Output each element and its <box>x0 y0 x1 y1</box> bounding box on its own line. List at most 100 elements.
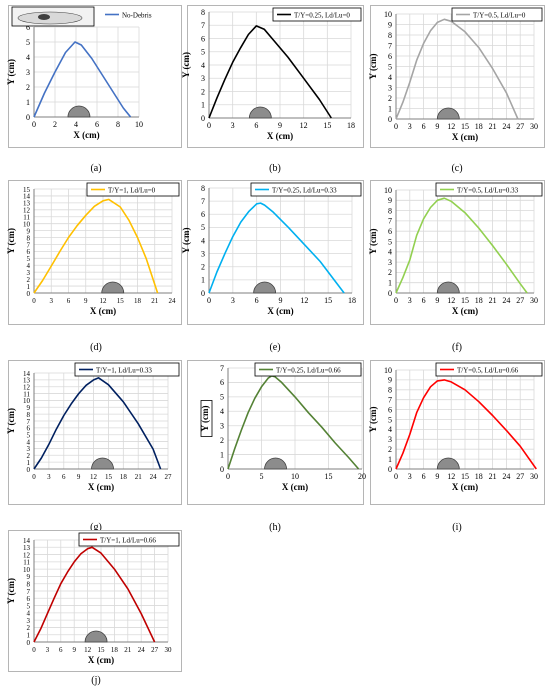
legend-box <box>435 182 543 197</box>
y-tick-label: 5 <box>201 48 205 57</box>
x-tick-label: 24 <box>138 646 146 654</box>
pier-semicircle <box>84 630 108 643</box>
y-tick-label: 0 <box>388 289 392 298</box>
y-tick-label: 7 <box>388 217 392 226</box>
y-tick-label: 2 <box>27 624 31 632</box>
x-tick-label: 12 <box>447 472 455 481</box>
x-tick-label: 5 <box>260 472 264 481</box>
x-axis-label: X (cm) <box>88 482 114 492</box>
x-axis-label: X (cm) <box>88 655 114 665</box>
y-tick-label: 10 <box>23 566 31 574</box>
x-axis-label: X (cm) <box>73 130 99 140</box>
x-tick-label: 18 <box>475 472 483 481</box>
panel-border <box>8 360 182 505</box>
y-tick-label: 1 <box>27 459 31 467</box>
legend-box <box>74 362 180 377</box>
legend-label: T/Y=0.5, Ld/Lu=0.66 <box>457 367 519 375</box>
x-tick-label: 24 <box>502 296 510 305</box>
y-tick-label: 6 <box>201 210 205 219</box>
y-tick-label: 1 <box>388 455 392 464</box>
inset-scour-hole <box>17 11 83 25</box>
y-tick-label: 7 <box>27 418 31 426</box>
pier-semicircle <box>91 457 114 470</box>
y-tick-label: 7 <box>388 41 392 50</box>
legend-label: T/Y=0.25, Ld/Lu=0 <box>294 12 350 20</box>
x-tick-label: 24 <box>150 473 158 481</box>
series-line <box>208 25 332 119</box>
legend-label: T/Y=0.25, Ld/Lu=0.33 <box>272 187 337 195</box>
legend-label: T/Y=0.5, Ld/Lu=0 <box>473 12 526 20</box>
y-tick-label: 5 <box>220 393 224 402</box>
y-tick-label: 8 <box>201 8 205 17</box>
pier-semicircle <box>436 281 460 294</box>
y-tick-label: 3 <box>388 435 392 444</box>
legend-box <box>272 7 362 22</box>
x-tick-label: 10 <box>135 120 143 129</box>
y-tick-label: 0 <box>27 466 31 474</box>
x-tick-label: 27 <box>516 122 524 131</box>
x-tick-label: 6 <box>59 646 63 654</box>
legend-box <box>451 7 543 22</box>
x-tick-label: 20 <box>358 472 366 481</box>
x-tick-label: 15 <box>98 646 106 654</box>
legend-box <box>250 182 362 197</box>
x-tick-label: 18 <box>475 122 483 131</box>
chart-panel-j: 0 3 6 9 12 15 18 21 24 27 3001234567891011121314X … <box>6 530 182 686</box>
x-tick-label: 21 <box>135 473 143 481</box>
x-tick-label: 3 <box>231 296 235 305</box>
x-tick-label: 12 <box>300 121 308 130</box>
y-axis-label: Y (cm) <box>368 229 378 255</box>
panel-caption: (g) <box>90 522 102 533</box>
y-tick-label: 6 <box>27 595 31 603</box>
x-tick-label: 15 <box>324 296 332 305</box>
y-tick-label: 4 <box>27 262 31 270</box>
x-tick-label: 24 <box>502 122 510 131</box>
y-tick-label: 14 <box>23 537 31 545</box>
y-tick-label: 10 <box>384 366 392 375</box>
x-tick-label: 0 <box>32 473 36 481</box>
x-tick-label: 6 <box>255 296 259 305</box>
panel-border <box>187 5 364 148</box>
x-axis-label: X (cm) <box>282 482 308 492</box>
x-tick-label: 6 <box>422 122 426 131</box>
y-axis-label: Y (cm) <box>368 407 378 433</box>
x-tick-label: 0 <box>394 122 398 131</box>
y-tick-label: 12 <box>23 207 31 215</box>
x-tick-label: 27 <box>165 473 173 481</box>
x-axis-label: X (cm) <box>267 306 293 316</box>
x-axis-label: X (cm) <box>452 482 478 492</box>
x-tick-label: 0 <box>207 121 211 130</box>
panel-caption: (h) <box>269 522 281 533</box>
panel-border <box>8 180 182 325</box>
legend-label: No-Debris <box>122 12 152 20</box>
y-tick-label: 1 <box>388 279 392 288</box>
inset-sketch <box>11 6 95 27</box>
x-tick-label: 18 <box>134 297 142 305</box>
x-tick-label: 9 <box>84 297 88 305</box>
y-tick-label: 6 <box>27 425 31 433</box>
series-line <box>395 18 519 120</box>
y-tick-label: 3 <box>27 617 31 625</box>
y-tick-label: 12 <box>23 384 31 392</box>
y-tick-label: 6 <box>201 34 205 43</box>
series-line <box>208 202 345 294</box>
panel-caption: (i) <box>452 522 461 533</box>
y-tick-label: 9 <box>27 573 31 581</box>
y-tick-label: 7 <box>201 21 205 30</box>
legend-label: T/Y=0.25, Ld/Lu=0.66 <box>276 367 341 375</box>
x-tick-label: 12 <box>90 473 98 481</box>
x-tick-label: 0 <box>226 472 230 481</box>
y-tick-label: 5 <box>388 237 392 246</box>
y-tick-label: 0 <box>388 115 392 124</box>
y-tick-label: 8 <box>201 184 205 193</box>
pier-semicircle <box>436 107 460 120</box>
y-tick-label: 0 <box>26 113 30 122</box>
x-tick-label: 9 <box>435 296 439 305</box>
y-tick-label: 3 <box>27 445 31 453</box>
y-tick-label: 8 <box>27 234 31 242</box>
y-tick-label: 1 <box>201 276 205 285</box>
